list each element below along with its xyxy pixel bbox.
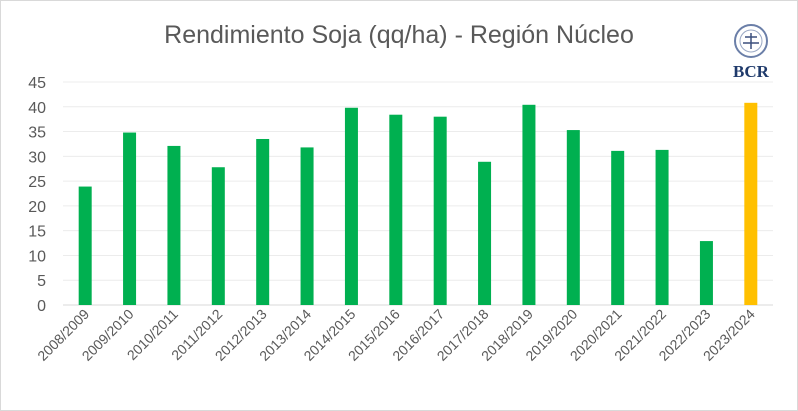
bar-2014-2015 xyxy=(344,107,358,305)
x-tick-label: 2019/2020 xyxy=(522,306,580,364)
y-tick-label: 30 xyxy=(28,149,46,166)
bar-2013-2014 xyxy=(300,147,314,305)
bcr-logo: BCR xyxy=(723,21,779,81)
y-tick-label: 0 xyxy=(37,298,46,315)
bar-2008-2009 xyxy=(78,186,92,305)
x-tick-label: 2014/2015 xyxy=(300,306,358,364)
x-tick-label: 2018/2019 xyxy=(478,306,536,364)
bar-2015-2016 xyxy=(389,114,403,305)
bar-2020-2021 xyxy=(611,150,625,305)
x-tick-label: 2011/2012 xyxy=(168,306,226,364)
x-tick-label: 2008/2009 xyxy=(34,306,92,364)
x-tick-label: 2017/2018 xyxy=(434,306,492,364)
y-tick-label: 15 xyxy=(28,224,46,241)
x-tick-label: 2021/2022 xyxy=(611,306,669,364)
x-tick-label: 2016/2017 xyxy=(389,306,447,364)
y-tick-label: 20 xyxy=(28,199,46,216)
x-tick-label: 2015/2016 xyxy=(345,306,403,364)
x-tick-label: 2010/2011 xyxy=(124,306,182,364)
y-tick-label: 25 xyxy=(28,174,46,191)
x-tick-label: 2020/2021 xyxy=(567,306,625,364)
bar-2010-2011 xyxy=(167,145,181,305)
bar-2019-2020 xyxy=(566,130,580,305)
bar-2012-2013 xyxy=(256,138,270,305)
chart-title: Rendimiento Soja (qq/ha) - Región Núcleo xyxy=(164,21,634,49)
x-tick-label: 2023/2024 xyxy=(700,306,758,364)
x-tick-label: 2012/2013 xyxy=(212,306,270,364)
y-tick-label: 35 xyxy=(28,125,46,142)
bar-2023-2024 xyxy=(744,102,758,306)
logo-text: BCR xyxy=(733,62,770,81)
bar-2021-2022 xyxy=(655,149,669,305)
x-tick-label: 2022/2023 xyxy=(655,306,713,364)
x-tick-label: 2009/2010 xyxy=(79,306,137,364)
y-tick-label: 10 xyxy=(28,248,46,265)
x-tick-label: 2013/2014 xyxy=(256,306,314,364)
bar-2017-2018 xyxy=(478,161,492,305)
bar-2009-2010 xyxy=(123,132,137,305)
bar-2011-2012 xyxy=(211,167,225,305)
bar-2016-2017 xyxy=(433,116,447,305)
y-tick-label: 45 xyxy=(28,75,46,92)
y-tick-label: 40 xyxy=(28,100,46,117)
y-tick-label: 5 xyxy=(37,273,46,290)
bar-2018-2019 xyxy=(522,104,536,305)
bar-2022-2023 xyxy=(699,241,713,305)
